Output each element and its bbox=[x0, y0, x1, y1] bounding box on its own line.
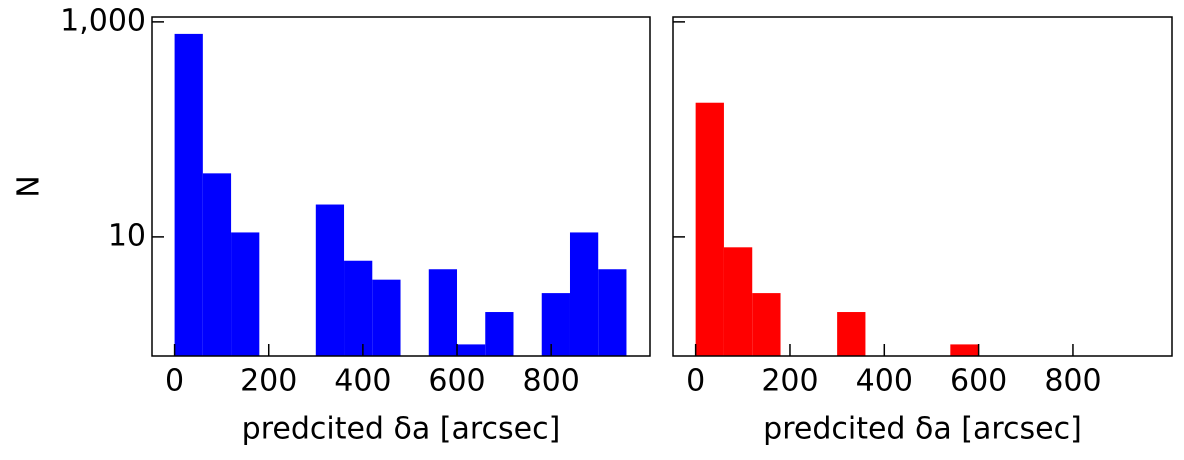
x-tick-label: 0 bbox=[165, 364, 184, 399]
plot-frame bbox=[151, 16, 651, 357]
x-tick-label: 600 bbox=[428, 364, 485, 399]
x-tick-label: 0 bbox=[686, 364, 705, 399]
plot-frame bbox=[672, 16, 1173, 357]
bar bbox=[231, 232, 260, 356]
x-axis-label: predcited δa [arcsec] bbox=[763, 412, 1082, 447]
bar bbox=[344, 260, 373, 356]
x-tick-label: 400 bbox=[856, 364, 913, 399]
x-tick-label: 400 bbox=[334, 364, 391, 399]
bar bbox=[202, 173, 232, 356]
bar bbox=[174, 33, 203, 356]
bar bbox=[372, 279, 401, 356]
y-tick-label: 10 bbox=[108, 218, 146, 253]
bar bbox=[752, 293, 781, 356]
bar bbox=[315, 204, 345, 356]
bar bbox=[837, 312, 866, 356]
y-tick-label: 1,000 bbox=[60, 3, 146, 38]
bar bbox=[541, 293, 570, 356]
y-axis-label: N bbox=[12, 175, 47, 197]
bar bbox=[723, 247, 753, 356]
x-tick-label: 800 bbox=[523, 364, 580, 399]
bar bbox=[428, 269, 458, 356]
bar bbox=[695, 102, 724, 356]
bar bbox=[457, 344, 486, 356]
x-tick-label: 800 bbox=[1044, 364, 1101, 399]
bar bbox=[485, 312, 514, 356]
bar bbox=[598, 269, 627, 356]
bar bbox=[950, 344, 979, 356]
bar bbox=[569, 232, 599, 356]
x-tick-label: 600 bbox=[950, 364, 1007, 399]
x-tick-label: 200 bbox=[240, 364, 297, 399]
x-tick-label: 200 bbox=[761, 364, 818, 399]
x-axis-label: predcited δa [arcsec] bbox=[242, 412, 561, 447]
